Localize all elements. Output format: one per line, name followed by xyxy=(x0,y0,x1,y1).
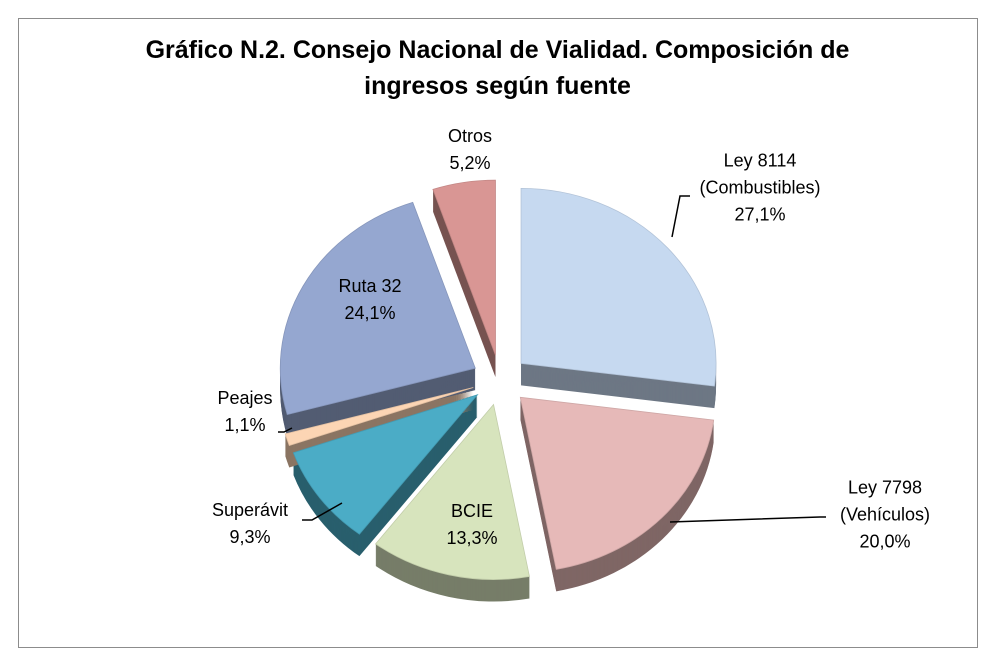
category-name: Otros xyxy=(447,126,492,146)
slice-side-layer xyxy=(285,389,474,448)
slice-label: BCIE 13,3% xyxy=(412,498,532,552)
slice-label: Ruta 32 24,1% xyxy=(310,273,430,327)
category-name: BCIE xyxy=(450,501,493,521)
slice-label: Otros 5,2% xyxy=(410,123,530,177)
slice xyxy=(284,387,474,446)
slice-side-layer xyxy=(285,395,474,454)
slice-side-layer xyxy=(285,393,474,452)
chart-title: Gráfico N.2. Consejo Nacional de Vialida… xyxy=(145,36,850,100)
value-label: 27,1% xyxy=(734,204,786,225)
category-name: Ley 7798 (Vehículos) xyxy=(839,477,931,525)
value-label: 9,3% xyxy=(229,527,271,547)
leader-line xyxy=(669,516,826,523)
slice-label: Ley 7798 (Vehículos) 20,0% xyxy=(815,475,955,556)
slice xyxy=(375,403,530,580)
slice-label: Superávit 9,3% xyxy=(190,497,310,551)
value-label: 5,2% xyxy=(449,153,491,173)
category-name: Ley 8114 (Combustibles) xyxy=(699,150,821,198)
value-label: 13,3% xyxy=(446,528,498,548)
category-name: Superávit xyxy=(211,500,289,520)
slice-side-layer xyxy=(285,391,474,450)
value-label: 20,0% xyxy=(859,531,911,552)
category-name: Ruta 32 xyxy=(338,276,402,296)
slice-side-layer xyxy=(285,390,474,449)
value-label: 1,1% xyxy=(224,415,266,435)
slice xyxy=(292,394,479,535)
slice-label: Peajes 1,1% xyxy=(185,385,305,439)
slice-side-layer xyxy=(285,392,474,451)
slice xyxy=(520,187,717,387)
category-name: Peajes xyxy=(217,388,273,408)
slice-label: Ley 8114 (Combustibles) 27,1% xyxy=(690,148,830,229)
slice-side-layer xyxy=(285,394,474,453)
leader-line xyxy=(278,427,293,433)
slice xyxy=(432,179,496,356)
leader-line xyxy=(302,502,343,521)
slice xyxy=(279,201,476,416)
value-label: 24,1% xyxy=(344,303,396,323)
slice xyxy=(519,396,715,570)
leader-line xyxy=(671,195,690,238)
